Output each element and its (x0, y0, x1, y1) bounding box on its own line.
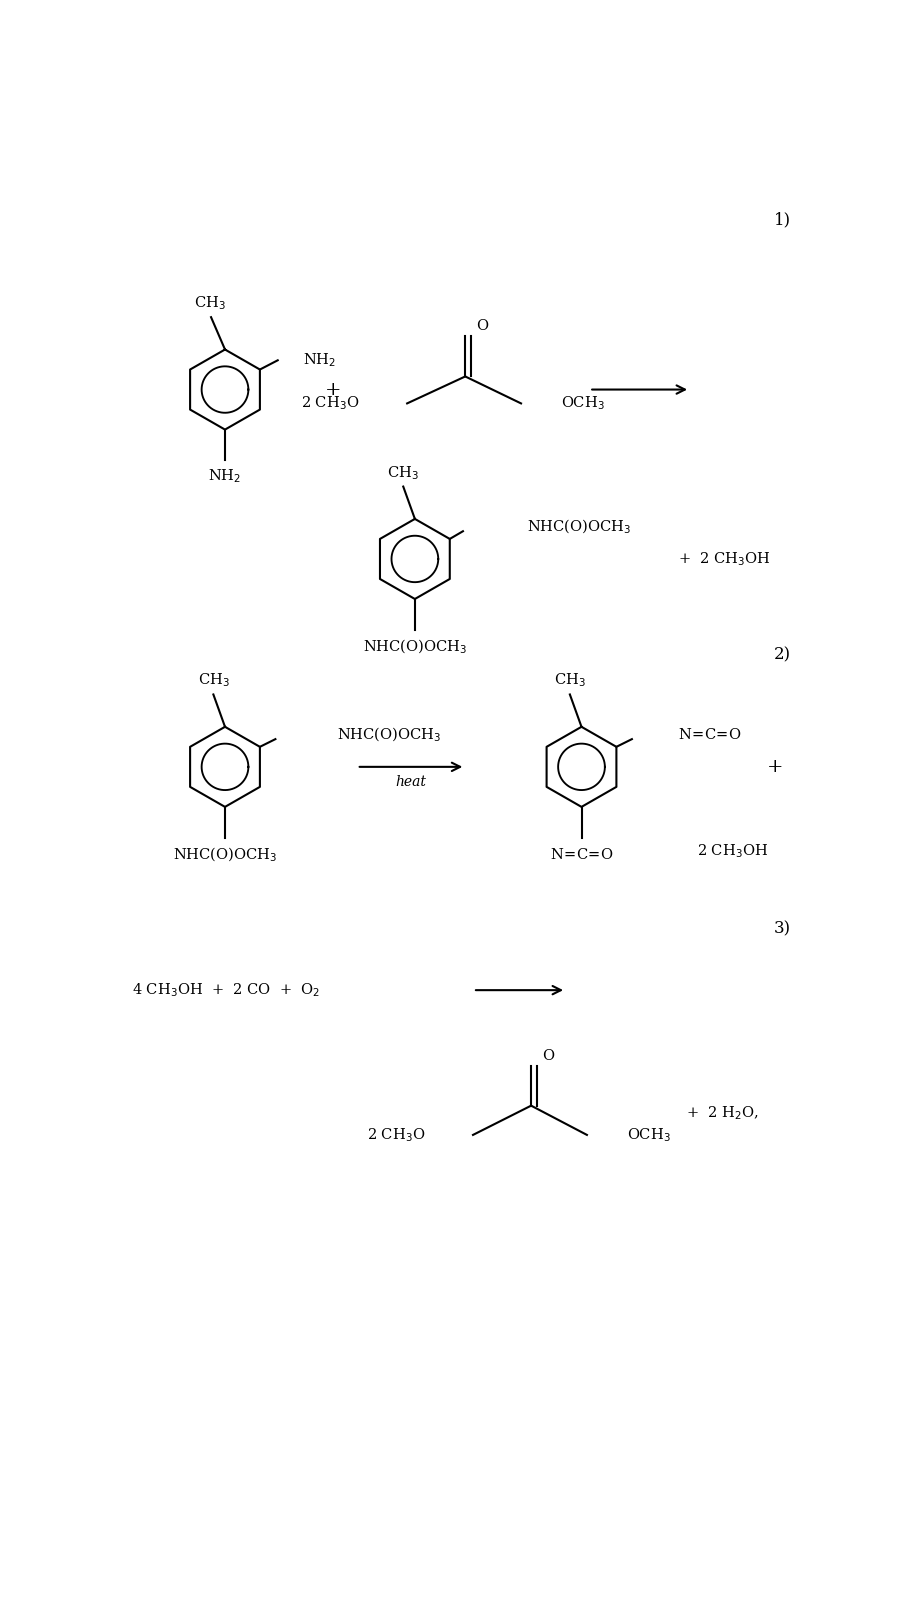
Text: N$\!=\!$C$\!=\!$O: N$\!=\!$C$\!=\!$O (678, 728, 742, 742)
Text: 2 CH$_3$O: 2 CH$_3$O (301, 394, 359, 412)
Text: 1): 1) (774, 211, 791, 229)
Text: CH$_3$: CH$_3$ (554, 671, 586, 689)
Text: CH$_3$: CH$_3$ (197, 671, 229, 689)
Text: NHC(O)OCH$_3$: NHC(O)OCH$_3$ (337, 726, 441, 744)
Text: NH$_2$: NH$_2$ (304, 351, 336, 369)
Text: NHC(O)OCH$_3$: NHC(O)OCH$_3$ (363, 638, 467, 655)
Text: OCH$_3$: OCH$_3$ (627, 1125, 671, 1143)
Text: O: O (542, 1048, 554, 1063)
Text: 2): 2) (774, 647, 791, 663)
Text: +: + (767, 758, 784, 776)
Text: +  2 CH$_3$OH: + 2 CH$_3$OH (678, 551, 771, 568)
Text: NH$_2$: NH$_2$ (208, 467, 241, 485)
Text: OCH$_3$: OCH$_3$ (561, 394, 605, 412)
Text: CH$_3$: CH$_3$ (194, 295, 225, 312)
Text: heat: heat (396, 776, 426, 789)
Text: CH$_3$: CH$_3$ (387, 464, 419, 481)
Text: +  2 H$_2$O,: + 2 H$_2$O, (687, 1104, 759, 1122)
Text: 3): 3) (774, 919, 791, 937)
Text: N$\!=\!$C$\!=\!$O: N$\!=\!$C$\!=\!$O (550, 847, 614, 861)
Text: NHC(O)OCH$_3$: NHC(O)OCH$_3$ (173, 845, 277, 865)
Text: 2 CH$_3$OH: 2 CH$_3$OH (697, 842, 769, 860)
Text: 4 CH$_3$OH  +  2 CO  +  O$_2$: 4 CH$_3$OH + 2 CO + O$_2$ (132, 982, 320, 998)
Text: O: O (477, 319, 488, 333)
Text: NHC(O)OCH$_3$: NHC(O)OCH$_3$ (526, 517, 631, 536)
Text: 2 CH$_3$O: 2 CH$_3$O (367, 1125, 425, 1143)
Text: +: + (325, 380, 341, 399)
